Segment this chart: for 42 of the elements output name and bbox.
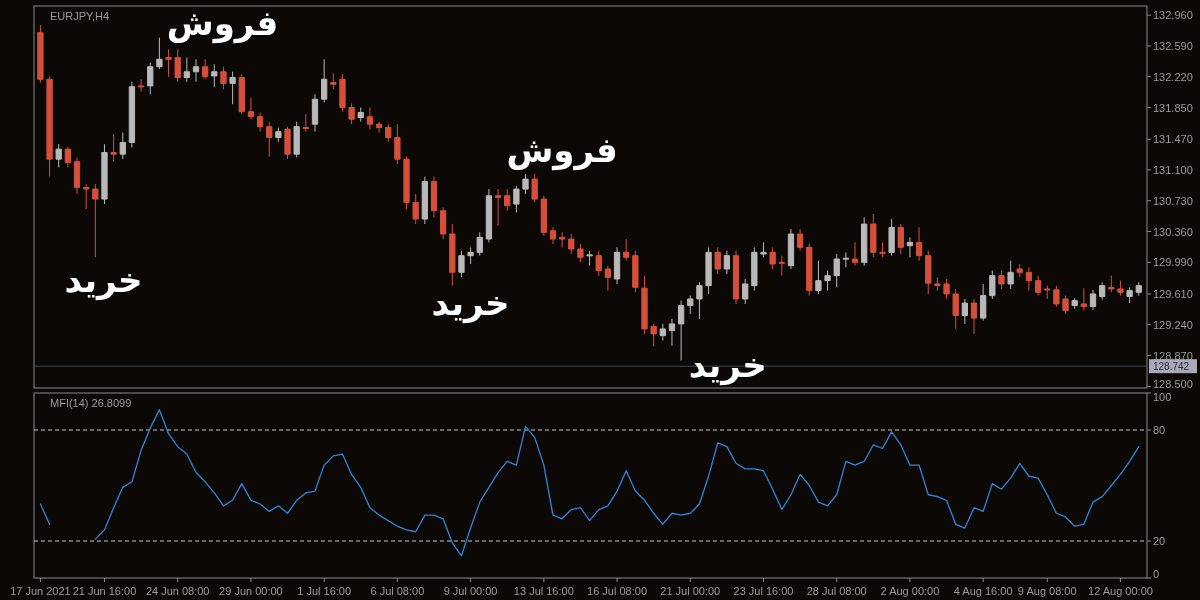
x-tick-label: 12 Aug 00:00 xyxy=(1088,585,1153,597)
x-tick-label: 1 Jul 16:00 xyxy=(297,585,352,597)
y-tick-label: 132.220 xyxy=(1153,70,1193,83)
x-tick-label: 23 Jul 16:00 xyxy=(733,585,794,597)
y-tick-label: 100 xyxy=(1153,391,1172,403)
x-tick-label: 17 Jun 2021 xyxy=(10,585,71,597)
x-tick-label: 28 Jul 08:00 xyxy=(806,585,867,597)
x-tick-label: 13 Jul 16:00 xyxy=(513,585,574,597)
y-tick-label: 129.240 xyxy=(1153,318,1193,331)
annotation: خرید xyxy=(431,283,510,324)
y-tick-label: 129.990 xyxy=(1153,256,1193,269)
x-tick-label: 4 Aug 16:00 xyxy=(953,585,1013,597)
y-tick-label: 130.730 xyxy=(1153,194,1193,207)
annotation: فروش xyxy=(166,3,279,44)
y-tick-label: 0 xyxy=(1153,568,1160,580)
y-tick-label: 80 xyxy=(1153,424,1166,436)
x-tick-label: 21 Jul 00:00 xyxy=(660,585,721,597)
x-tick-label: 29 Jun 00:00 xyxy=(219,585,283,597)
x-tick-label: 6 Jul 08:00 xyxy=(370,585,425,597)
y-tick-label: 131.850 xyxy=(1153,101,1193,114)
annotation: فروش xyxy=(506,130,618,170)
y-tick-label: 20 xyxy=(1153,535,1166,547)
x-tick-label: 2 Aug 00:00 xyxy=(880,585,940,597)
x-tick-label: 24 Jun 08:00 xyxy=(145,585,210,597)
annotation: خرید xyxy=(688,345,767,386)
annotation: خرید xyxy=(64,259,143,300)
y-tick-label: 132.590 xyxy=(1153,39,1193,52)
y-tick-label: 128.870 xyxy=(1153,349,1193,362)
panel-title: EURJPY,H4 xyxy=(50,10,110,22)
y-tick-label: 132.960 xyxy=(1153,9,1193,22)
x-tick-label: 9 Aug 08:00 xyxy=(1017,585,1077,597)
y-tick-label: 130.360 xyxy=(1153,225,1193,238)
x-tick-label: 9 Jul 00:00 xyxy=(443,585,498,597)
x-tick-label: 21 Jun 16:00 xyxy=(72,585,137,597)
y-tick-label: 131.470 xyxy=(1153,133,1193,146)
y-tick-label: 129.610 xyxy=(1153,287,1193,300)
x-tick-label: 16 Jul 08:00 xyxy=(587,585,647,597)
panel-title: MFI(14) 26.8099 xyxy=(50,397,132,409)
y-tick-label: 128.500 xyxy=(1153,378,1193,390)
ref-line-label: 128.742 xyxy=(1149,359,1197,374)
y-tick-label: 131.100 xyxy=(1153,163,1193,176)
ref-line-label: 128.742 xyxy=(1153,360,1190,372)
